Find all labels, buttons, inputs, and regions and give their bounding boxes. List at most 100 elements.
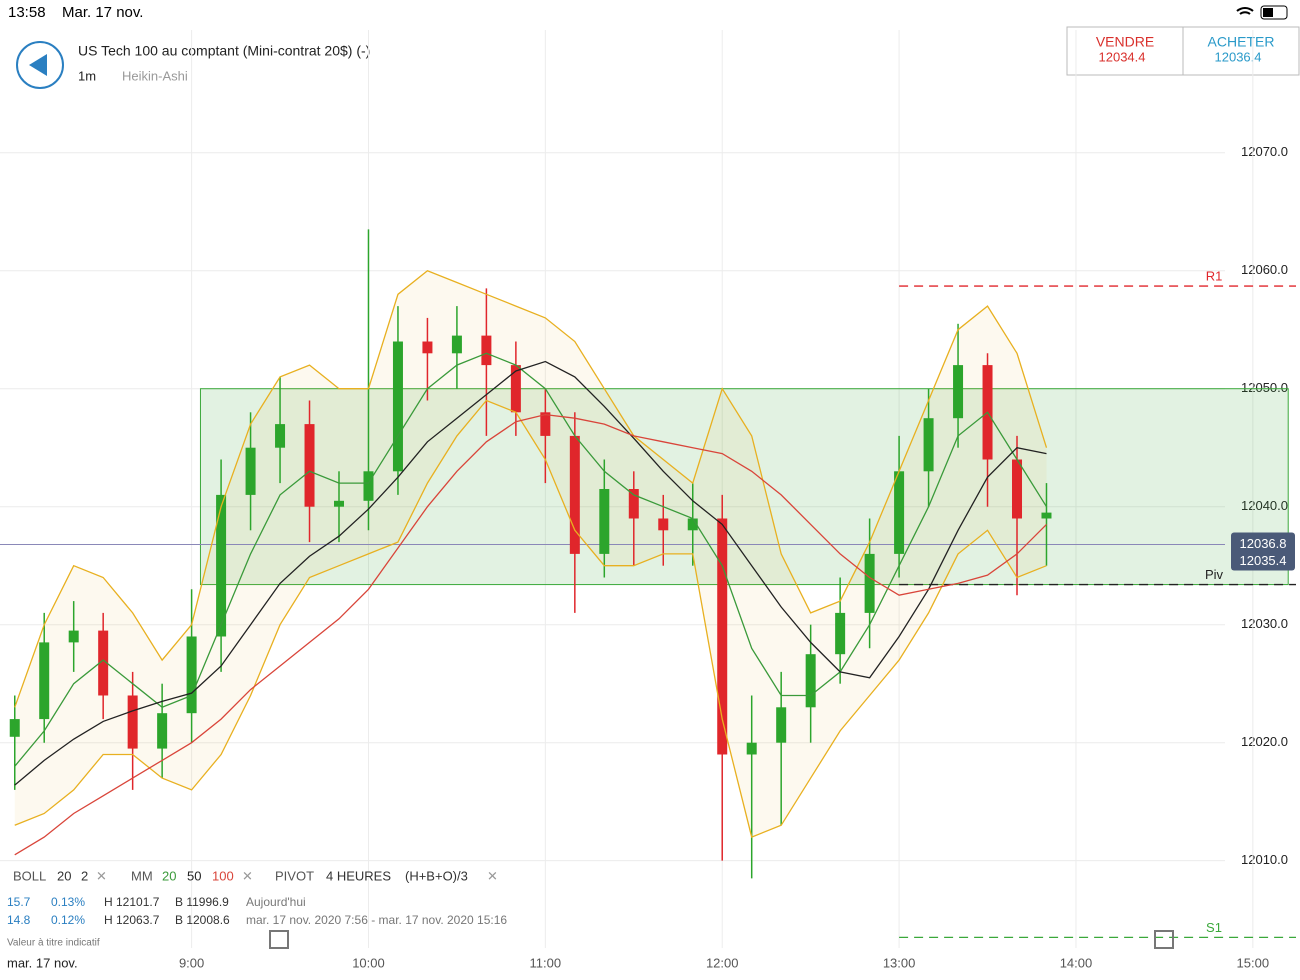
candle-body [746,742,757,755]
row-pct: 0.12% [51,913,85,927]
row-high: H 12063.7 [104,913,160,927]
indicator-line [14,399,1047,838]
candle-body [540,412,551,436]
row-period: mar. 17 nov. 2020 7:56 - mar. 17 nov. 20… [246,913,507,927]
plot: 12010.012020.012030.012040.012050.012060… [0,30,1296,970]
candle-body [186,636,197,714]
sell-label[interactable]: VENDRE [1096,34,1154,50]
indicator-line [14,352,1048,767]
date-label: mar. 17 nov. [7,955,78,970]
candle-body [127,695,138,749]
mm-100: 100 [212,868,234,883]
x-tick-label: 9:00 [179,955,204,970]
remove[interactable]: ✕ [487,868,498,883]
pivot-label: R1 [1206,268,1223,283]
indicator-line [14,269,1048,708]
remove[interactable]: ✕ [96,868,107,883]
candle-body [835,612,846,655]
candle-body [216,494,227,637]
mm-name: MM [131,868,153,883]
battery-level [1263,8,1273,17]
candle-body [275,424,286,448]
row-low: B 11996.9 [175,895,229,909]
candle-body [363,471,374,501]
candle-body [1012,459,1023,519]
buy-price[interactable]: 12036.4 [1215,49,1262,64]
candle-body [334,500,345,507]
row-pct: 0.13% [51,895,85,909]
mm-20: 20 [162,868,176,883]
mm-50: 50 [187,868,201,883]
back-arrow [29,54,47,76]
calendar-icon[interactable] [1154,930,1174,949]
row-value: 15.7 [7,895,31,909]
pivot-label: Piv [1205,567,1224,582]
x-tick-label: 14:00 [1060,955,1093,970]
candle-body [776,707,787,743]
candle-body [9,719,20,737]
price-box [1231,532,1295,571]
pivot-period: 4 HEURES [326,868,391,883]
y-tick-label: 12070.0 [1241,144,1288,159]
candle-body [628,489,639,519]
row-value: 14.8 [7,913,31,927]
zone [199,388,1289,586]
candle-body [864,553,875,613]
calendar-icon[interactable] [269,930,289,949]
candle-body [510,365,521,413]
battery [1260,5,1288,20]
boll-name: BOLL [13,868,46,883]
x-tick-label: 15:00 [1237,955,1270,970]
x-tick-label: 10:00 [352,955,385,970]
indicator-line [14,414,1047,856]
candle-body [157,713,168,749]
y-tick-label: 12010.0 [1241,852,1288,867]
candle-body [658,518,669,531]
candle-body [1041,512,1052,519]
x-tick-label: 13:00 [883,955,916,970]
buy-label[interactable]: ACHETER [1208,34,1275,50]
row-period: Aujourd'hui [246,895,306,909]
note: Valeur à titre indicatif [7,938,100,949]
interval[interactable]: 1m [78,68,96,83]
candle-body [451,335,462,354]
candle-body [304,424,315,507]
candle-body [39,642,50,720]
candle-body [98,630,109,696]
status-time: 13:58 [8,4,46,21]
instrument: US Tech 100 au comptant (Mini-contrat 20… [78,43,370,59]
candle-body [687,518,698,531]
indicator-line [14,360,1047,786]
x-tick-label: 11:00 [530,955,562,970]
chart-style[interactable]: Heikin-Ashi [122,68,188,83]
pivot-formula: (H+B+O)/3 [405,868,468,883]
candle-body [245,447,256,495]
price-label: 12036.8 [1240,536,1287,551]
x-tick-label: 12:00 [706,955,739,970]
pivot-label: S1 [1206,920,1222,935]
legend: BOLL 20 2 ✕ MM 20 50 100 ✕ PIVOT 4 HEURE… [7,868,1174,970]
candle-body [599,489,610,554]
status-date: Mar. 17 nov. [62,4,143,21]
candle-body [68,630,79,643]
remove[interactable]: ✕ [242,868,253,883]
boll-dev: 2 [81,868,88,883]
row-high: H 12101.7 [104,895,160,909]
candle-body [481,335,492,366]
price-label: 12035.4 [1240,553,1287,568]
candle-body [805,654,816,708]
candle-body [894,471,905,554]
y-tick-label: 12030.0 [1241,616,1288,631]
pivot-name: PIVOT [275,868,314,883]
row-low: B 12008.6 [175,913,230,927]
candle-body [569,435,580,554]
candle-body [717,518,728,755]
y-tick-label: 12060.0 [1241,262,1288,277]
sell-price[interactable]: 12034.4 [1099,49,1146,64]
y-tick-label: 12020.0 [1241,734,1288,749]
wifi [1236,7,1254,15]
candle-body [392,341,403,472]
candle-body [953,365,964,419]
candle-body [422,341,433,354]
